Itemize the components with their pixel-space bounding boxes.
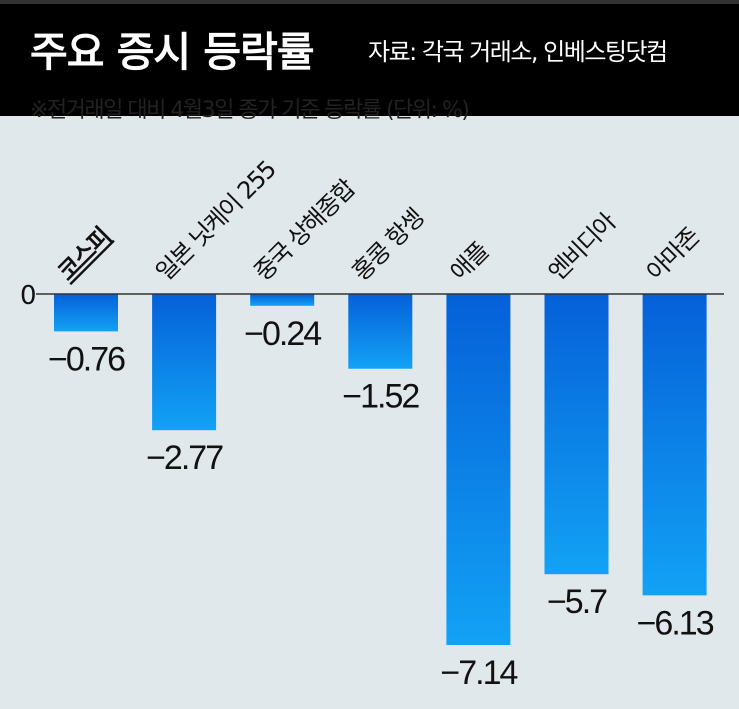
value-label: −0.76 bbox=[48, 340, 125, 378]
bar bbox=[544, 294, 609, 575]
bar bbox=[250, 294, 315, 306]
category-label: 코스피 bbox=[52, 223, 115, 286]
bar bbox=[446, 294, 511, 645]
value-label: −7.14 bbox=[440, 654, 517, 692]
source-text: 자료: 각국 거래소, 인베스팅닷컴 bbox=[368, 38, 668, 66]
value-label: −0.24 bbox=[244, 315, 321, 353]
bar bbox=[642, 294, 707, 596]
category-label: 애플 bbox=[445, 237, 494, 286]
chart-title: 주요 증시 등락률 bbox=[30, 28, 315, 76]
header: 주요 증시 등락률 자료: 각국 거래소, 인베스팅닷컴 bbox=[0, 0, 739, 116]
category-label: 아마존 bbox=[641, 222, 705, 286]
bar bbox=[152, 294, 217, 431]
value-label: −2.77 bbox=[146, 439, 223, 477]
category-label: 엔비디아 bbox=[543, 207, 622, 286]
category-label: 홍콩 항셍 bbox=[347, 204, 429, 286]
bar bbox=[54, 294, 118, 332]
value-label: −1.52 bbox=[342, 378, 419, 416]
note-text: ※전거래일 대비 4월3일 종가 기준 등락률 (단위: %) bbox=[30, 98, 470, 123]
value-label: −6.13 bbox=[637, 604, 714, 642]
zero-tick-label: 0 bbox=[20, 281, 37, 311]
bar bbox=[348, 294, 413, 369]
value-label: −5.7 bbox=[547, 583, 607, 621]
